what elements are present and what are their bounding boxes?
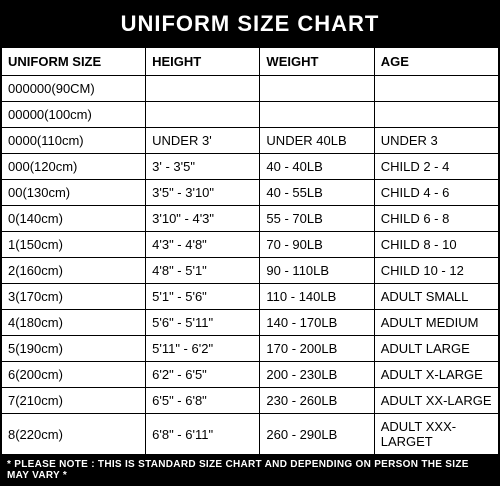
cell-age: CHILD 8 - 10 bbox=[374, 232, 498, 258]
cell-weight: 70 - 90LB bbox=[260, 232, 374, 258]
col-header-height: HEIGHT bbox=[146, 48, 260, 76]
cell-weight: 140 - 170LB bbox=[260, 310, 374, 336]
cell-size: 6(200cm) bbox=[2, 362, 146, 388]
cell-height: 6'8" - 6'11" bbox=[146, 414, 260, 455]
table-row: 3(170cm)5'1" - 5'6"110 - 140LBADULT SMAL… bbox=[2, 284, 499, 310]
cell-size: 8(220cm) bbox=[2, 414, 146, 455]
col-header-weight: WEIGHT bbox=[260, 48, 374, 76]
footer-note: * PLEASE NOTE : THIS IS STANDARD SIZE CH… bbox=[1, 455, 499, 485]
cell-height: 5'6" - 5'11" bbox=[146, 310, 260, 336]
cell-height: 3'10" - 4'3" bbox=[146, 206, 260, 232]
chart-title: UNIFORM SIZE CHART bbox=[1, 1, 499, 47]
table-row: 4(180cm)5'6" - 5'11"140 - 170LBADULT MED… bbox=[2, 310, 499, 336]
cell-height: 4'3" - 4'8" bbox=[146, 232, 260, 258]
size-chart: UNIFORM SIZE CHART UNIFORM SIZE HEIGHT W… bbox=[0, 0, 500, 486]
cell-weight bbox=[260, 102, 374, 128]
cell-size: 0000(110cm) bbox=[2, 128, 146, 154]
cell-age: CHILD 10 - 12 bbox=[374, 258, 498, 284]
cell-height: UNDER 3' bbox=[146, 128, 260, 154]
cell-age bbox=[374, 102, 498, 128]
header-row: UNIFORM SIZE HEIGHT WEIGHT AGE bbox=[2, 48, 499, 76]
col-header-age: AGE bbox=[374, 48, 498, 76]
table-row: 00000(100cm) bbox=[2, 102, 499, 128]
size-table: UNIFORM SIZE HEIGHT WEIGHT AGE 000000(90… bbox=[1, 47, 499, 455]
cell-height: 5'11" - 6'2" bbox=[146, 336, 260, 362]
cell-size: 4(180cm) bbox=[2, 310, 146, 336]
cell-height: 3'5" - 3'10" bbox=[146, 180, 260, 206]
cell-weight: 90 - 110LB bbox=[260, 258, 374, 284]
cell-height: 4'8" - 5'1" bbox=[146, 258, 260, 284]
table-row: 0(140cm)3'10" - 4'3"55 - 70LBCHILD 6 - 8 bbox=[2, 206, 499, 232]
cell-size: 000(120cm) bbox=[2, 154, 146, 180]
cell-weight: 110 - 140LB bbox=[260, 284, 374, 310]
cell-age bbox=[374, 76, 498, 102]
cell-size: 7(210cm) bbox=[2, 388, 146, 414]
table-row: 00(130cm)3'5" - 3'10"40 - 55LBCHILD 4 - … bbox=[2, 180, 499, 206]
cell-weight: 200 - 230LB bbox=[260, 362, 374, 388]
cell-age: CHILD 6 - 8 bbox=[374, 206, 498, 232]
cell-age: ADULT X-LARGE bbox=[374, 362, 498, 388]
cell-size: 000000(90CM) bbox=[2, 76, 146, 102]
cell-size: 00(130cm) bbox=[2, 180, 146, 206]
cell-weight: UNDER 40LB bbox=[260, 128, 374, 154]
cell-weight: 40 - 40LB bbox=[260, 154, 374, 180]
cell-height: 6'2" - 6'5" bbox=[146, 362, 260, 388]
cell-age: CHILD 2 - 4 bbox=[374, 154, 498, 180]
table-row: 5(190cm)5'11" - 6'2"170 - 200LBADULT LAR… bbox=[2, 336, 499, 362]
cell-weight: 55 - 70LB bbox=[260, 206, 374, 232]
cell-height: 6'5" - 6'8" bbox=[146, 388, 260, 414]
table-row: 7(210cm)6'5" - 6'8"230 - 260LBADULT XX-L… bbox=[2, 388, 499, 414]
cell-age: ADULT XX-LARGE bbox=[374, 388, 498, 414]
cell-size: 5(190cm) bbox=[2, 336, 146, 362]
cell-weight: 230 - 260LB bbox=[260, 388, 374, 414]
table-row: 8(220cm)6'8" - 6'11"260 - 290LBADULT XXX… bbox=[2, 414, 499, 455]
cell-height bbox=[146, 102, 260, 128]
col-header-size: UNIFORM SIZE bbox=[2, 48, 146, 76]
cell-weight bbox=[260, 76, 374, 102]
table-row: 0000(110cm)UNDER 3'UNDER 40LBUNDER 3 bbox=[2, 128, 499, 154]
cell-age: CHILD 4 - 6 bbox=[374, 180, 498, 206]
cell-height bbox=[146, 76, 260, 102]
cell-age: ADULT SMALL bbox=[374, 284, 498, 310]
table-row: 2(160cm)4'8" - 5'1"90 - 110LBCHILD 10 - … bbox=[2, 258, 499, 284]
table-row: 000(120cm)3' - 3'5"40 - 40LBCHILD 2 - 4 bbox=[2, 154, 499, 180]
table-row: 000000(90CM) bbox=[2, 76, 499, 102]
cell-age: ADULT MEDIUM bbox=[374, 310, 498, 336]
cell-size: 00000(100cm) bbox=[2, 102, 146, 128]
cell-weight: 260 - 290LB bbox=[260, 414, 374, 455]
cell-weight: 170 - 200LB bbox=[260, 336, 374, 362]
cell-height: 3' - 3'5" bbox=[146, 154, 260, 180]
cell-size: 1(150cm) bbox=[2, 232, 146, 258]
cell-height: 5'1" - 5'6" bbox=[146, 284, 260, 310]
cell-size: 0(140cm) bbox=[2, 206, 146, 232]
cell-age: ADULT LARGE bbox=[374, 336, 498, 362]
cell-size: 3(170cm) bbox=[2, 284, 146, 310]
cell-weight: 40 - 55LB bbox=[260, 180, 374, 206]
table-row: 1(150cm)4'3" - 4'8"70 - 90LBCHILD 8 - 10 bbox=[2, 232, 499, 258]
cell-age: UNDER 3 bbox=[374, 128, 498, 154]
cell-age: ADULT XXX-LARGET bbox=[374, 414, 498, 455]
table-row: 6(200cm)6'2" - 6'5"200 - 230LBADULT X-LA… bbox=[2, 362, 499, 388]
cell-size: 2(160cm) bbox=[2, 258, 146, 284]
